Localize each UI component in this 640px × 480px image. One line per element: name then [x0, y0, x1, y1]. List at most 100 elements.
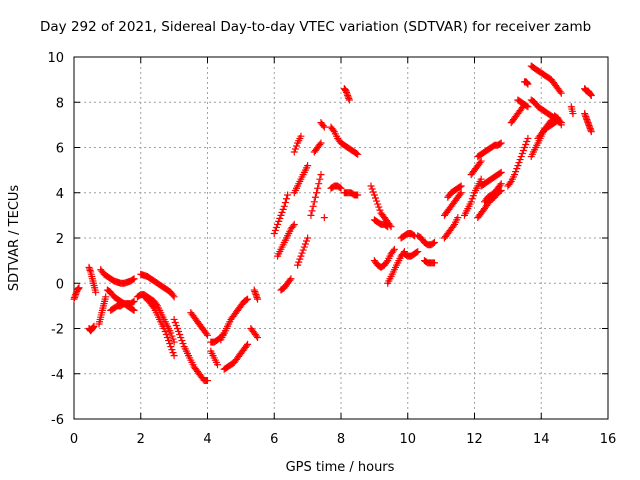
series-arc59: [551, 112, 565, 129]
data-point: [214, 361, 222, 369]
series-arc28: [320, 214, 328, 222]
x-tick-label: 4: [203, 432, 211, 447]
data-point: [319, 122, 327, 130]
data-point: [130, 275, 138, 283]
data-point: [308, 207, 316, 215]
y-tick-labels: -6 -4 -2 0 2 4 6 8 10: [47, 51, 64, 428]
data-point: [282, 195, 290, 203]
series-arc32: [340, 189, 362, 199]
data-point: [513, 165, 521, 173]
series-arc22: [290, 132, 305, 156]
data-point: [173, 325, 181, 332]
data-point: [169, 291, 177, 299]
data-point: [317, 171, 325, 179]
series-arc1: [70, 284, 83, 303]
data-point: [168, 346, 176, 354]
y-axis-label: SDTVAR / TECUs: [7, 185, 22, 292]
series-arc44: [444, 182, 465, 201]
data-point: [456, 183, 464, 191]
data-point: [496, 140, 504, 148]
data-point: [130, 297, 138, 305]
data-point: [286, 276, 294, 284]
data-point: [291, 145, 299, 153]
data-point: [284, 191, 292, 199]
series-arc29: [327, 182, 345, 192]
data-point: [290, 220, 298, 228]
data-point: [294, 261, 302, 269]
data-point: [179, 340, 187, 348]
data-point: [271, 226, 279, 234]
series-arc24: [294, 234, 312, 269]
data-point: [149, 303, 157, 311]
data-point: [354, 150, 362, 158]
data-point: [274, 220, 282, 228]
series-arc53: [514, 96, 532, 111]
data-point: [477, 175, 485, 183]
data-point: [587, 128, 595, 136]
data-point: [75, 284, 83, 292]
data-point: [167, 329, 175, 337]
data-point: [170, 315, 178, 323]
data-point: [160, 325, 168, 332]
data-point: [242, 296, 250, 304]
data-point: [287, 275, 295, 283]
grid-lines: [74, 57, 608, 419]
data-point: [337, 184, 345, 192]
data-point: [162, 331, 170, 339]
data-point: [511, 171, 519, 179]
data-point: [389, 247, 397, 255]
series-arc26: [310, 139, 325, 156]
series-arc36: [384, 248, 408, 287]
series-arc15: [217, 295, 252, 344]
series-arc19: [270, 191, 292, 237]
data-point: [354, 191, 362, 199]
data-point: [130, 306, 138, 314]
data-point: [524, 134, 532, 142]
data-point: [242, 342, 250, 350]
data-point: [301, 240, 309, 248]
data-point: [516, 156, 524, 164]
series-arc60: [567, 103, 577, 118]
series-arc41: [420, 239, 438, 249]
data-point: [169, 349, 177, 357]
data-point: [477, 157, 485, 165]
x-tick-label: 14: [533, 432, 550, 447]
data-point: [175, 328, 183, 336]
data-point: [375, 203, 383, 211]
series-arc17: [247, 325, 262, 342]
data-point: [281, 199, 289, 207]
data-point: [336, 183, 344, 191]
data-point: [430, 259, 438, 267]
data-point: [314, 184, 322, 192]
x-tick-label: 6: [270, 432, 278, 447]
series-arc8: [137, 270, 178, 301]
data-point: [329, 126, 337, 134]
x-tick-label: 10: [399, 432, 416, 447]
data-point: [316, 140, 324, 148]
data-point: [569, 110, 577, 118]
data-point: [514, 162, 522, 170]
data-point: [523, 102, 531, 110]
data-point: [252, 332, 260, 340]
data-point: [270, 229, 278, 237]
data-point: [413, 248, 421, 256]
series-arc55: [527, 62, 565, 97]
data-point: [457, 182, 465, 190]
data-point: [315, 180, 323, 188]
data-point: [497, 139, 505, 147]
data-point: [317, 139, 325, 147]
series-arc30: [327, 123, 362, 158]
data-point: [515, 159, 523, 167]
data-point: [467, 198, 475, 206]
y-tick-label: 2: [56, 232, 64, 247]
data-point: [307, 211, 315, 219]
data-point: [280, 202, 288, 210]
data-point: [587, 91, 595, 99]
data-point: [368, 185, 376, 193]
data-point: [476, 159, 484, 167]
series-arc27: [317, 119, 328, 131]
data-point: [518, 150, 526, 158]
series-arc48: [474, 186, 505, 222]
series-arc61: [581, 85, 595, 99]
data-point: [371, 194, 379, 202]
